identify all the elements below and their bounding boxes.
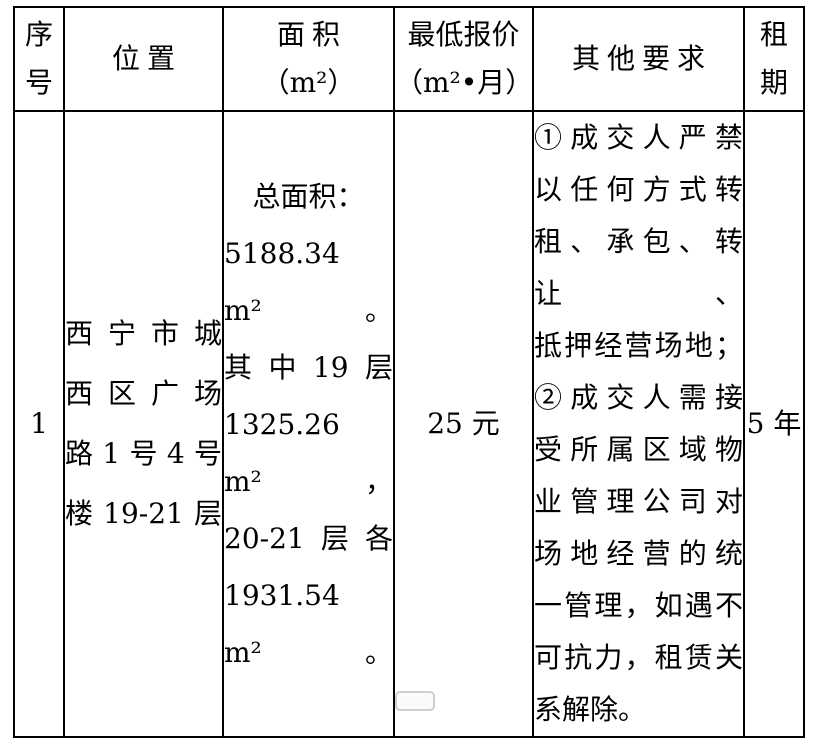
requirements-line: 系解除。	[534, 693, 647, 726]
col-header-area-label: 面积	[276, 18, 347, 51]
area-line: 1931.54 m²。	[224, 578, 393, 669]
requirements-line: 受所属区域物	[534, 433, 743, 466]
requirements-line: 场地经营的统	[534, 537, 743, 570]
location-line: 楼19-21层	[65, 497, 222, 530]
col-header-serial-line1: 序	[24, 18, 60, 51]
col-header-serial: 序 号	[13, 6, 65, 112]
cell-serial-number: 1	[13, 110, 65, 738]
serial-number-value: 1	[30, 407, 48, 440]
area-line: 5188.34 m²。	[224, 236, 393, 327]
cell-other-requirements: ①成交人严禁 以任何方式转 租、承包、转让、 抵押经营场地； ②成交人需接 受所…	[532, 110, 745, 738]
requirements-line: 业管理公司对	[534, 485, 743, 518]
cell-location: 西宁市城 西区广场 路1号4号 楼19-21层	[63, 110, 224, 738]
col-header-price: 最低报价 （m²•月）	[393, 6, 534, 112]
requirements-line: 以任何方式转	[534, 173, 743, 206]
lease-offer-table: 序 号 位置 面积 （m²） 最低报价 （m²•月） 其他要求 租 期	[13, 6, 805, 738]
col-header-price-label: 最低报价	[407, 18, 520, 51]
col-header-serial-line2: 号	[24, 66, 60, 99]
requirements-line: 租、承包、转让、	[534, 225, 743, 310]
col-header-term-line1: 租	[759, 18, 795, 51]
cell-minimum-price: 25 元	[393, 110, 534, 738]
table-row: 1 西宁市城 西区广场 路1号4号 楼19-21层 总面积： 5188.34 m…	[13, 110, 805, 738]
col-header-location: 位置	[63, 6, 224, 112]
requirements-line: 抵押经营场地；	[534, 329, 743, 362]
col-header-location-label: 位置	[111, 42, 182, 75]
col-header-other-requirements-label: 其他要求	[571, 42, 712, 75]
requirements-line: 一管理，如遇不	[534, 589, 743, 622]
location-line: 西区广场	[65, 377, 222, 410]
col-header-term-line2: 期	[759, 66, 795, 99]
area-line: 1325.26 m²，	[224, 407, 393, 498]
col-header-area-unit: （m²）	[261, 66, 356, 99]
partial-bottom-widget	[395, 691, 435, 711]
lease-term-value: 5 年	[746, 407, 802, 440]
cell-area: 总面积： 5188.34 m²。 其中19层 1325.26 m²， 20-21…	[222, 110, 395, 738]
requirements-line: ②成交人需接	[534, 381, 743, 414]
col-header-term: 租 期	[743, 6, 805, 112]
area-line: 20-21层各	[224, 521, 393, 555]
area-line: 总面积：	[252, 179, 365, 213]
col-header-other-requirements: 其他要求	[532, 6, 745, 112]
requirements-line: ①成交人严禁	[534, 121, 743, 154]
col-header-price-unit: （m²•月）	[395, 66, 533, 99]
cell-lease-term: 5 年	[743, 110, 805, 738]
minimum-price-value: 25 元	[427, 407, 500, 440]
requirements-line: 可抗力，租赁关	[534, 641, 743, 674]
col-header-area: 面积 （m²）	[222, 6, 395, 112]
table-header-row: 序 号 位置 面积 （m²） 最低报价 （m²•月） 其他要求 租 期	[13, 6, 805, 112]
location-line: 路1号4号	[65, 437, 222, 470]
location-line: 西宁市城	[65, 317, 222, 350]
area-line: 其中19层	[224, 350, 393, 384]
